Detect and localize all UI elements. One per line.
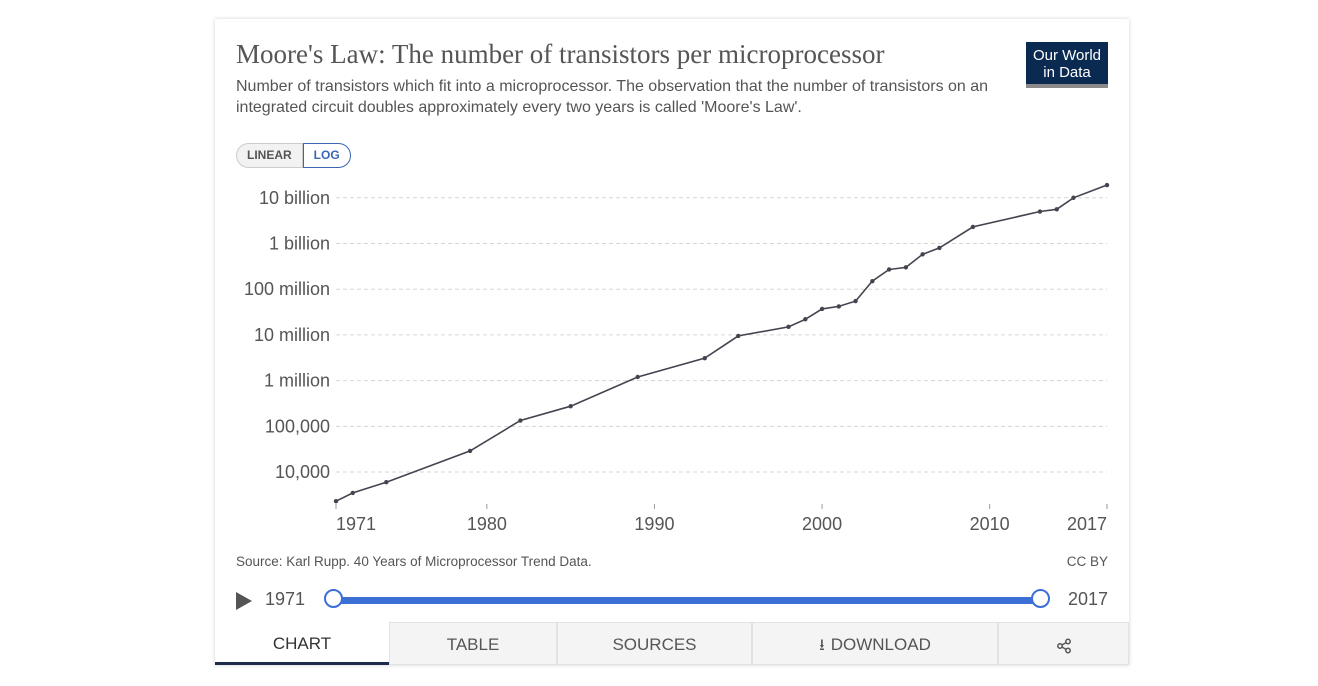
y-tick-label: 100,000 — [265, 416, 330, 436]
data-point — [1037, 209, 1043, 214]
x-tick-label: 1980 — [467, 514, 507, 534]
data-point — [819, 306, 825, 312]
timeline-end-label: 2017 — [1067, 589, 1108, 609]
y-tick-label: 10 million — [254, 325, 330, 345]
logo-line-2: in Data — [1043, 64, 1091, 81]
owid-logo[interactable]: Our World in Data — [1026, 42, 1108, 88]
scale-toggle: LINEAR LOG — [236, 143, 351, 168]
timeline-track[interactable] — [332, 597, 1040, 604]
data-point — [886, 267, 892, 272]
chart-plot: 10,000 100,000 1 million 10 million 100 mill… — [244, 182, 1110, 534]
y-tick-label: 10,000 — [275, 462, 330, 482]
chart-card: Moore's Law: The number of transistors p… — [215, 19, 1129, 665]
x-tick-label: 1990 — [634, 514, 674, 534]
data-point — [970, 224, 976, 230]
x-tick-label: 2000 — [802, 514, 842, 534]
data-point — [803, 317, 808, 322]
data-point — [1054, 207, 1059, 212]
data-point — [1104, 182, 1110, 188]
timeline: 1971 2017 — [236, 589, 1108, 613]
tab-sources[interactable]: SOURCES — [557, 622, 752, 665]
y-tick-label: 1 million — [264, 371, 330, 391]
data-point — [853, 298, 858, 304]
data-point — [702, 355, 707, 361]
download-icon: ⭳ — [819, 637, 825, 654]
data-point — [635, 374, 640, 380]
chart-subtitle: Number of transistors which fit into a m… — [236, 78, 989, 116]
x-tick-label: 1971 — [336, 514, 376, 534]
y-tick-label: 1 billion — [269, 233, 330, 253]
series-line — [335, 184, 1108, 502]
data-point — [467, 448, 473, 454]
chart-title: Moore's Law: The number of transistors p… — [236, 39, 885, 69]
data-point — [870, 278, 875, 284]
y-tick-label: 10 billion — [259, 188, 330, 208]
data-point — [836, 304, 842, 309]
data-point — [903, 265, 909, 270]
data-point — [920, 252, 925, 257]
tab-bar: CHART TABLE SOURCES ⭳ DOWNLOAD — [215, 622, 1129, 665]
source-note: Source: Karl Rupp. 40 Years of Microproc… — [236, 554, 592, 569]
tab-download[interactable]: ⭳ DOWNLOAD — [752, 622, 998, 665]
data-point — [1071, 195, 1076, 200]
data-point — [937, 245, 942, 251]
log-scale-button[interactable]: LOG — [302, 143, 351, 168]
tab-download-label: DOWNLOAD — [830, 635, 931, 654]
y-tick-label: 100 million — [244, 279, 330, 299]
tab-share[interactable] — [998, 622, 1129, 665]
data-point — [568, 404, 573, 409]
data-point — [736, 333, 741, 339]
timeline-start-label: 1971 — [265, 589, 306, 609]
data-point — [333, 499, 339, 504]
data-point — [350, 490, 355, 496]
logo-line-1: Our World — [1032, 47, 1102, 64]
timeline-end-handle[interactable] — [1031, 589, 1050, 608]
license-label[interactable]: CC BY — [1066, 554, 1108, 569]
play-icon[interactable] — [236, 592, 252, 610]
tab-table[interactable]: TABLE — [389, 622, 557, 665]
data-point — [786, 324, 791, 330]
share-icon — [1056, 638, 1071, 653]
tab-chart[interactable]: CHART — [215, 622, 389, 665]
linear-scale-button[interactable]: LINEAR — [236, 143, 303, 168]
x-tick-label: 2017 — [1067, 514, 1107, 534]
x-tick-label: 2010 — [970, 514, 1010, 534]
data-point — [518, 418, 523, 423]
timeline-start-handle[interactable] — [324, 589, 343, 608]
data-point — [384, 479, 389, 485]
